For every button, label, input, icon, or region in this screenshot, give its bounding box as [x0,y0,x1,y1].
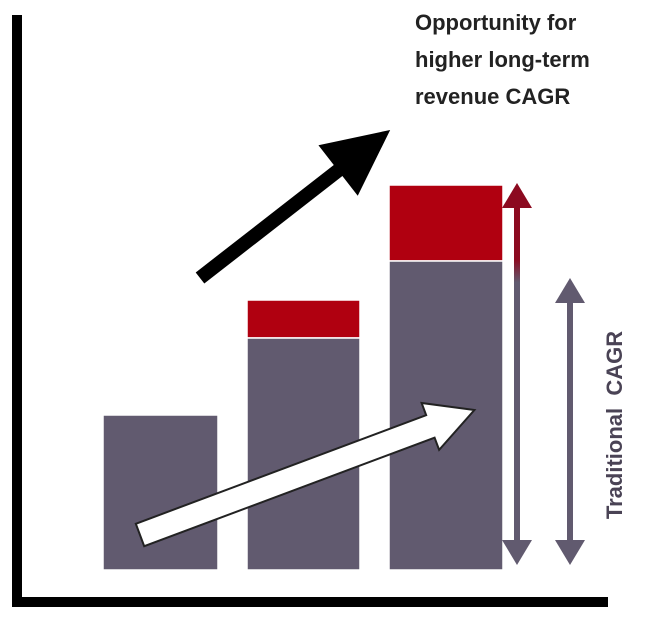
black-arrow [195,129,391,284]
y-axis [12,15,22,607]
annotation: Opportunity for higher long-term revenue… [415,10,596,109]
white-arrow [134,401,477,548]
annotation-line: revenue CAGR [415,84,570,109]
bar-top [388,184,504,262]
annotation-line: Opportunity for [415,10,577,35]
double-arrow [555,278,585,565]
bar [102,414,219,571]
annotation: Traditional CAGR [602,331,627,519]
x-axis [12,597,608,607]
annotation-line: higher long-term [415,47,590,72]
bar-top [246,299,361,339]
double-arrow [502,183,532,565]
